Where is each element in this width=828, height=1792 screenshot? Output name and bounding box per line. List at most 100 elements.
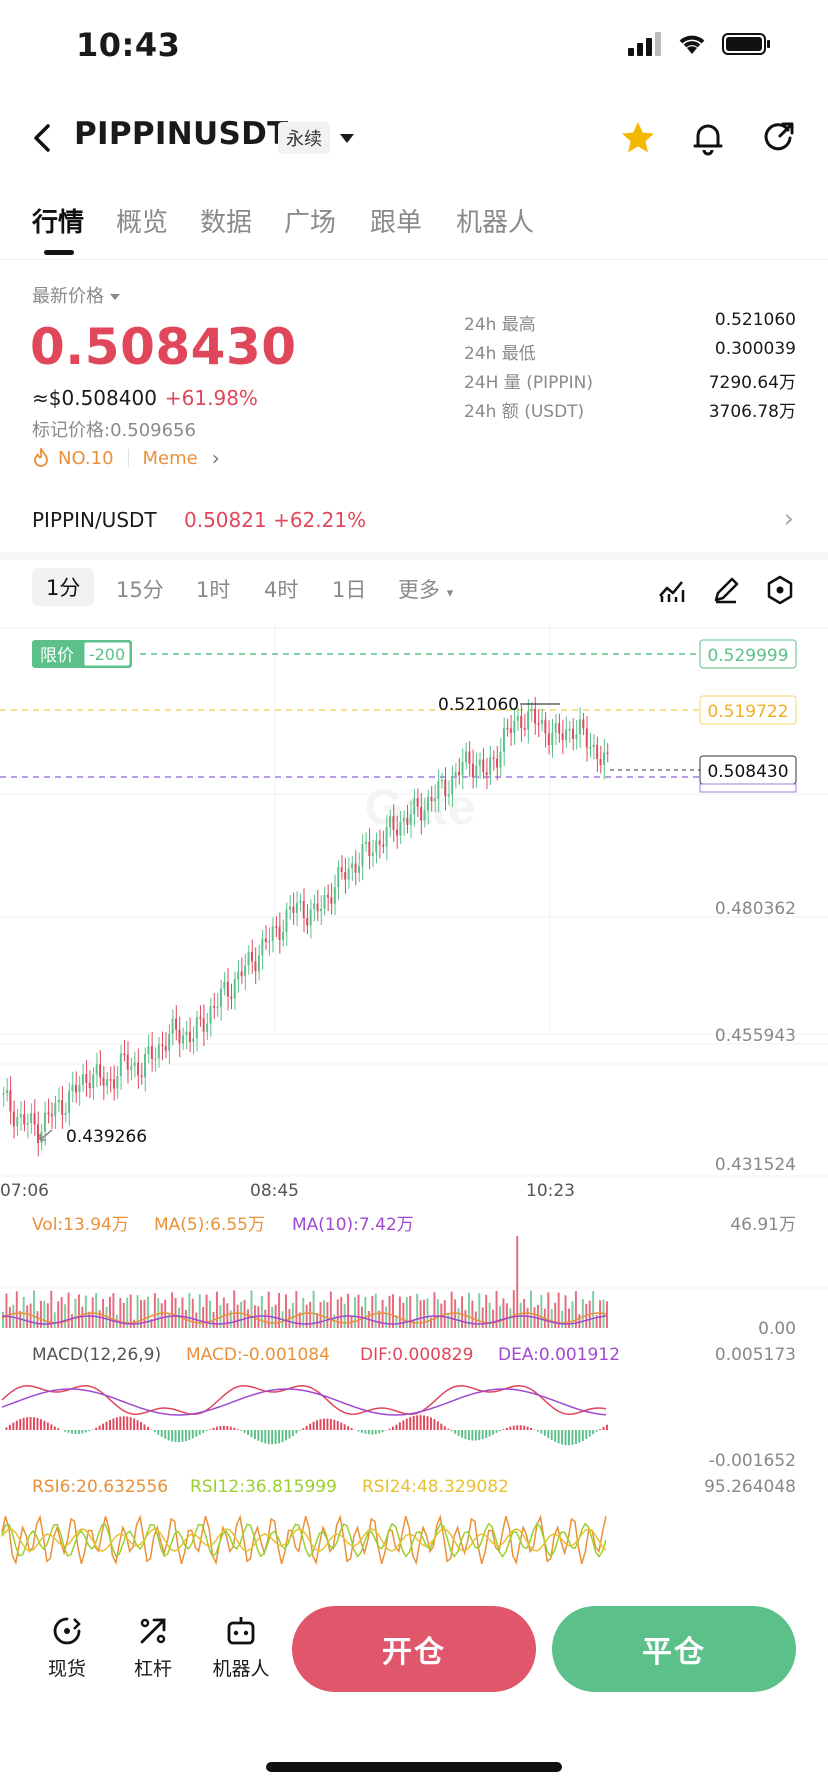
- candle-body: [85, 1074, 88, 1083]
- limit-qty-value: -200: [89, 645, 125, 664]
- macd-bar: [343, 1424, 346, 1430]
- axis-price-4: 0.455943: [715, 1026, 796, 1046]
- macd-bar: [271, 1430, 274, 1445]
- stat-row: 24h 最低 0.300039: [464, 339, 796, 368]
- spot-nav-button[interactable]: 现货: [32, 1614, 102, 1681]
- draw-pencil-icon[interactable]: [710, 574, 742, 606]
- chevron-down-icon[interactable]: [340, 134, 354, 143]
- macd-bar: [26, 1417, 29, 1430]
- usd-price-row: ≈$0.508400 +61.98%: [32, 386, 258, 410]
- close-position-button[interactable]: 平仓: [552, 1606, 796, 1692]
- volume-bars-group: [1, 1236, 608, 1328]
- candle-body: [430, 797, 433, 802]
- candle-body: [565, 729, 568, 741]
- macd-bar: [8, 1424, 11, 1430]
- candle-body: [496, 758, 499, 768]
- macd-bar: [481, 1430, 484, 1440]
- interval-4h[interactable]: 4时: [264, 578, 299, 602]
- candle-body: [554, 723, 557, 733]
- latest-price-label: 最新价格: [32, 286, 104, 307]
- candle-body: [582, 719, 585, 729]
- candle-body: [589, 747, 592, 749]
- macd-bar: [471, 1430, 474, 1441]
- macd-bar: [530, 1427, 533, 1430]
- volume-bar: [516, 1236, 519, 1328]
- macd-bar: [164, 1430, 167, 1439]
- interval-1m[interactable]: 1分: [32, 568, 95, 606]
- candle-body: [178, 1029, 181, 1044]
- settings-hexagon-icon[interactable]: [764, 574, 796, 606]
- candle-body: [202, 1018, 205, 1032]
- candle-body: [71, 1085, 74, 1092]
- interval-bar: 1分 15分 1时 4时 1日 更多 ▾: [0, 566, 828, 616]
- candle-body: [527, 711, 530, 730]
- macd-bar: [84, 1430, 87, 1433]
- candle-body: [247, 952, 250, 966]
- chart-svg[interactable]: Gate 限价 -200 0.529999 0.519722 0.508430 …: [0, 624, 828, 1584]
- tab-overview[interactable]: 概览: [116, 208, 169, 238]
- macd-bar: [443, 1426, 446, 1430]
- tab-market[interactable]: 行情: [32, 208, 85, 238]
- rank-row[interactable]: NO.10 Meme ›: [32, 446, 220, 470]
- candle-body: [74, 1085, 77, 1093]
- interval-1d[interactable]: 1日: [332, 578, 367, 602]
- pair-title[interactable]: PIPPINUSDT: [74, 116, 289, 152]
- candle-body: [237, 971, 240, 980]
- rsi-axis-top: 95.264048: [704, 1477, 796, 1497]
- volume-bar: [53, 1312, 56, 1328]
- candle-body: [337, 867, 340, 888]
- volume-bar: [426, 1298, 429, 1328]
- macd-bar: [450, 1430, 453, 1432]
- kline-chart[interactable]: Gate 限价 -200 0.529999 0.519722 0.508430 …: [0, 624, 828, 1584]
- volume-bar: [146, 1296, 149, 1328]
- tab-copy-trade[interactable]: 跟单: [370, 208, 423, 238]
- macd-bar: [171, 1430, 174, 1442]
- candle-body: [606, 752, 609, 754]
- macd-bar: [112, 1418, 115, 1430]
- volume-bar: [419, 1300, 422, 1328]
- meme-tag: Meme: [142, 447, 198, 469]
- tab-square[interactable]: 广场: [284, 208, 337, 238]
- volume-bar: [568, 1308, 570, 1328]
- volume-bar: [433, 1292, 436, 1328]
- bell-icon[interactable]: [688, 118, 728, 158]
- macd-bar: [243, 1430, 246, 1433]
- macd-bar: [305, 1425, 308, 1430]
- axis-price-0: 0.529999: [707, 646, 788, 666]
- volume-bar: [502, 1298, 505, 1328]
- volume-bar: [181, 1297, 184, 1328]
- star-icon[interactable]: [618, 118, 658, 158]
- volume-bar: [126, 1297, 129, 1328]
- candle-body: [537, 723, 540, 725]
- macd-bar: [43, 1420, 46, 1430]
- leverage-nav-button[interactable]: 杠杆: [118, 1614, 188, 1681]
- interval-15m[interactable]: 15分: [116, 578, 164, 602]
- candle-body: [333, 887, 336, 904]
- macd-bar: [178, 1430, 180, 1443]
- macd-bar: [381, 1430, 384, 1433]
- volume-bar: [447, 1313, 450, 1328]
- volume-bar: [481, 1307, 484, 1328]
- macd-bar: [250, 1430, 253, 1437]
- indicator-icon[interactable]: [656, 574, 688, 606]
- macd-bar: [395, 1424, 398, 1430]
- candle-body: [357, 866, 360, 873]
- volume-bar: [122, 1302, 125, 1328]
- interval-1h[interactable]: 1时: [196, 578, 231, 602]
- spot-pair-row[interactable]: PIPPIN/USDT 0.50821 +62.21% ›: [0, 500, 828, 540]
- tab-data[interactable]: 数据: [200, 208, 253, 238]
- interval-more[interactable]: 更多 ▾: [398, 574, 453, 604]
- macd-bar: [385, 1430, 388, 1431]
- back-icon[interactable]: [28, 118, 58, 158]
- chevron-right-icon: ›: [783, 504, 794, 534]
- rsi12-value: RSI12:36.815999: [190, 1477, 337, 1497]
- tab-bots[interactable]: 机器人: [456, 208, 535, 238]
- volume-bar: [98, 1310, 101, 1328]
- open-position-button[interactable]: 开仓: [292, 1606, 536, 1692]
- macd-bar: [326, 1418, 329, 1430]
- stat-label: 24h 最高: [464, 315, 536, 335]
- share-icon[interactable]: [758, 118, 798, 158]
- bot-nav-button[interactable]: 机器人: [206, 1614, 276, 1681]
- latest-price-dropdown[interactable]: 最新价格: [32, 282, 120, 308]
- volume-bar: [409, 1295, 412, 1328]
